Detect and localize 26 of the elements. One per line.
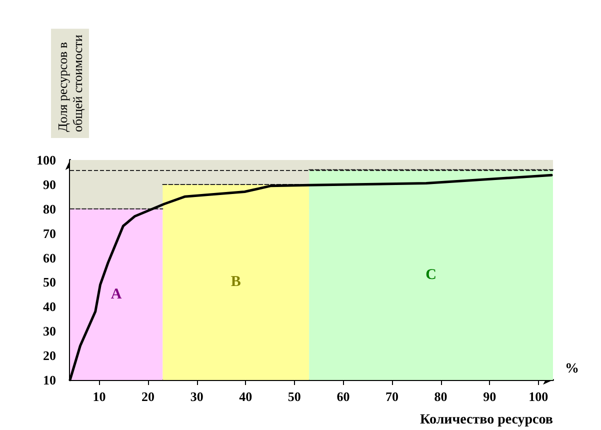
x-tick-label: 90 bbox=[483, 389, 496, 404]
y-axis-title: Доля ресурсов в общей стоимости bbox=[55, 34, 85, 132]
x-tick-label: 50 bbox=[288, 389, 301, 404]
text: % bbox=[565, 362, 579, 376]
x-tick-label: 40 bbox=[239, 389, 252, 404]
y-tick-label: 40 bbox=[43, 299, 56, 314]
series-label: C bbox=[426, 266, 436, 283]
x-tick-label: 20 bbox=[142, 389, 155, 404]
x-tick-label: 30 bbox=[190, 389, 204, 404]
x-tick-label: 10 bbox=[92, 389, 106, 404]
y-tick-label: 60 bbox=[43, 250, 56, 266]
y-tick-label: 80 bbox=[43, 201, 56, 216]
x-tick-label: 60 bbox=[336, 389, 350, 404]
x-tick-label: 100 bbox=[528, 389, 548, 404]
y-tick-label: 100 bbox=[36, 152, 56, 168]
y-tick-label: 20 bbox=[43, 348, 56, 364]
y-tick-label: 50 bbox=[43, 274, 56, 290]
x-axis-title: Количество ресурсов bbox=[420, 412, 554, 428]
y-tick-label: 70 bbox=[43, 226, 56, 241]
x-tick-label: 70 bbox=[386, 389, 398, 404]
y-tick-label: 90 bbox=[43, 176, 56, 192]
y-tick-label: 30 bbox=[43, 324, 56, 339]
series-label: A bbox=[110, 286, 122, 302]
y-tick-label: 10 bbox=[43, 372, 56, 388]
x-tick-label: 80 bbox=[434, 389, 448, 404]
series-label: B bbox=[230, 274, 241, 290]
